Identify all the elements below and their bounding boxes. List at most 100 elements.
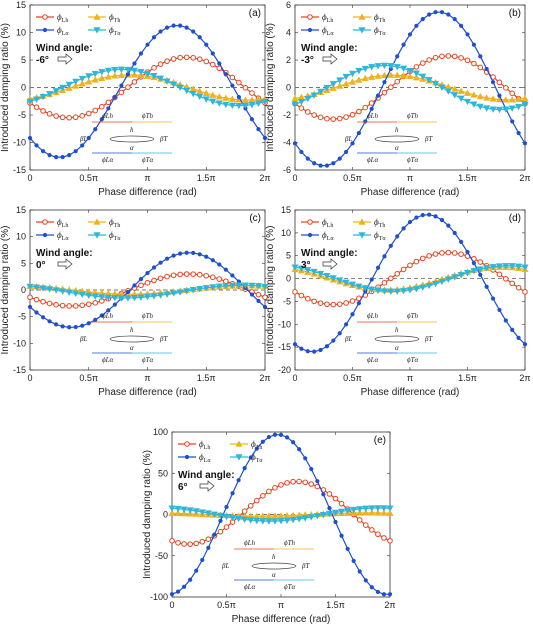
sketch-phiTh: ϕTh bbox=[142, 112, 154, 120]
data-point-Ta bbox=[248, 101, 256, 109]
data-point-Ta bbox=[502, 106, 510, 113]
x-tick-label: 2π bbox=[259, 173, 270, 183]
data-point-La bbox=[272, 432, 278, 437]
data-point-La bbox=[471, 260, 476, 266]
x-tick-label: 0 bbox=[292, 173, 297, 183]
data-point-Lh bbox=[419, 60, 426, 66]
data-point-Lh bbox=[105, 99, 112, 106]
data-point-Ta bbox=[229, 514, 237, 522]
data-point-Th bbox=[168, 509, 176, 516]
legend-marker-Ta bbox=[358, 232, 366, 239]
data-point-Th bbox=[470, 91, 478, 98]
data-point-Ta bbox=[451, 92, 459, 99]
data-point-Ta bbox=[419, 73, 427, 80]
data-point-Lh bbox=[187, 541, 193, 547]
data-point-Lh bbox=[394, 78, 401, 85]
data-point-Lh bbox=[515, 284, 522, 291]
data-point-Th bbox=[451, 85, 459, 92]
data-point-La bbox=[312, 349, 317, 354]
data-point-Ta bbox=[259, 518, 267, 525]
data-point-Lh bbox=[381, 280, 388, 286]
data-point-La bbox=[99, 117, 104, 122]
data-point-Ta bbox=[111, 66, 119, 74]
data-point-Ta bbox=[189, 287, 197, 294]
data-point-Ta bbox=[289, 517, 297, 524]
data-point-Ta bbox=[104, 67, 112, 75]
sketch-betaL: βL bbox=[79, 135, 87, 143]
legend-label-La: ϕLα bbox=[322, 25, 334, 37]
data-point-La bbox=[158, 29, 163, 34]
data-point-Lh bbox=[92, 107, 99, 114]
data-point-La bbox=[204, 254, 209, 259]
y-tick-label: -10 bbox=[278, 319, 291, 329]
data-point-Ta bbox=[254, 100, 262, 107]
y-tick-label: 100 bbox=[153, 427, 168, 437]
data-point-Lh bbox=[118, 89, 125, 96]
wind-angle-label: Wind angle: bbox=[301, 43, 358, 54]
sketch-phiTa: ϕTα bbox=[407, 356, 419, 364]
data-point-Lh bbox=[272, 485, 278, 491]
data-point-La bbox=[401, 226, 406, 231]
data-point-La bbox=[331, 338, 336, 343]
data-point-Ta bbox=[216, 512, 224, 520]
data-point-Ta bbox=[406, 287, 414, 294]
data-point-Ta bbox=[196, 93, 204, 101]
x-axis-label: Phase difference (rad) bbox=[98, 187, 197, 198]
data-point-Ta bbox=[301, 515, 309, 522]
data-point-Ta bbox=[483, 105, 491, 112]
data-point-Ta bbox=[180, 506, 188, 513]
data-point-La bbox=[427, 12, 432, 17]
data-point-La bbox=[369, 106, 374, 111]
data-point-Lh bbox=[298, 292, 305, 299]
data-point-La bbox=[478, 54, 483, 59]
data-point-Lh bbox=[278, 482, 284, 488]
x-tick-label: π bbox=[407, 373, 413, 383]
legend-label-Ta: ϕTα bbox=[374, 25, 386, 37]
data-point-La bbox=[414, 215, 419, 220]
data-point-Ta bbox=[400, 65, 408, 72]
data-point-Lh bbox=[400, 266, 407, 273]
data-point-Ta bbox=[380, 505, 388, 512]
data-point-Th bbox=[374, 509, 382, 516]
wind-arrow-icon bbox=[57, 53, 73, 65]
data-point-Ta bbox=[361, 285, 369, 292]
data-point-La bbox=[223, 72, 228, 77]
legend-marker-Th bbox=[93, 13, 101, 20]
data-point-La bbox=[178, 23, 183, 28]
sketch-alpha: α bbox=[130, 344, 134, 352]
sketch-h: h bbox=[130, 326, 134, 334]
data-point-Ta bbox=[393, 64, 401, 71]
panel-label: (a) bbox=[249, 8, 261, 19]
x-axis-label: Phase difference (rad) bbox=[361, 187, 460, 198]
data-point-La bbox=[249, 117, 255, 122]
data-point-Ta bbox=[204, 510, 212, 517]
data-point-Lh bbox=[170, 272, 177, 279]
data-point-Lh bbox=[205, 536, 212, 542]
data-point-Ta bbox=[432, 80, 440, 88]
data-point-La bbox=[363, 119, 368, 124]
y-tick-label: 10 bbox=[16, 28, 26, 38]
data-point-La bbox=[54, 154, 59, 160]
data-point-Th bbox=[196, 87, 204, 94]
data-point-La bbox=[262, 304, 268, 310]
sketch-phiLh: ϕLh bbox=[102, 312, 114, 320]
sketch-phiLh: ϕLh bbox=[367, 112, 379, 120]
data-point-Th bbox=[412, 73, 420, 81]
data-point-Lh bbox=[503, 85, 509, 91]
data-point-La bbox=[236, 478, 241, 483]
legend-label-Th: ϕTh bbox=[109, 217, 120, 229]
legend-label-Lh: ϕLh bbox=[322, 217, 333, 229]
data-point-La bbox=[337, 331, 342, 336]
data-point-Ta bbox=[374, 505, 382, 512]
data-point-Ta bbox=[241, 102, 249, 110]
data-point-Lh bbox=[209, 274, 216, 281]
data-point-Ta bbox=[406, 67, 414, 75]
sketch-phiTa: ϕTα bbox=[407, 156, 419, 164]
data-point-La bbox=[191, 29, 196, 34]
data-point-La bbox=[47, 153, 52, 158]
sketch-alpha: α bbox=[272, 571, 276, 579]
data-point-La bbox=[27, 135, 33, 141]
data-point-Ta bbox=[143, 294, 152, 301]
data-point-Th bbox=[85, 78, 93, 85]
data-point-Th bbox=[104, 73, 112, 80]
